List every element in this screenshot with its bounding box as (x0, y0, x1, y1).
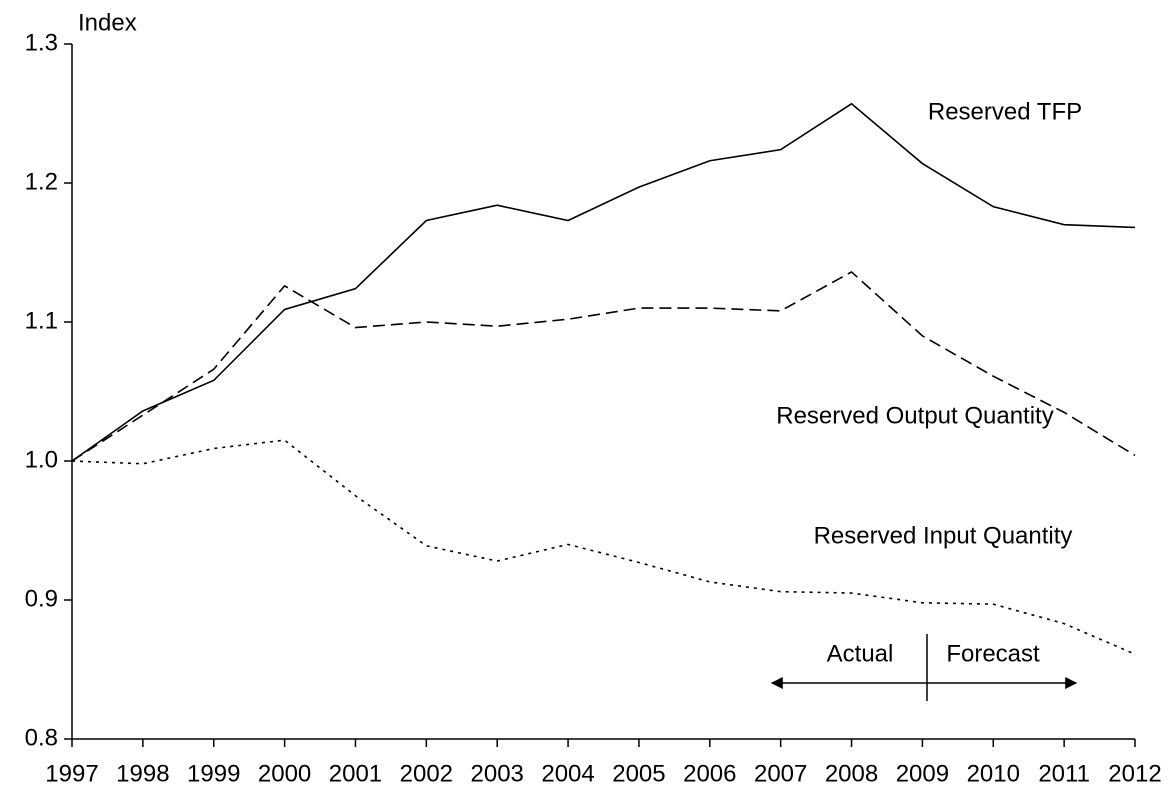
series-label: Reserved Output Quantity (776, 402, 1053, 429)
x-tick-label: 2009 (896, 760, 949, 787)
series-label: Reserved TFP (928, 98, 1082, 125)
x-tick-label: 1999 (187, 760, 240, 787)
x-tick-label: 2000 (258, 760, 311, 787)
x-tick-label: 2012 (1108, 760, 1161, 787)
annotation: Forecast (946, 640, 1040, 667)
x-tick-label: 2010 (967, 760, 1020, 787)
x-tick-label: 2008 (825, 760, 878, 787)
x-tick-label: 2006 (683, 760, 736, 787)
y-tick-label: 1.1 (25, 307, 58, 334)
y-tick-label: 1.2 (25, 168, 58, 195)
x-tick-label: 1997 (45, 760, 98, 787)
series-label: Reserved Input Quantity (814, 522, 1073, 549)
x-tick-label: 2007 (754, 760, 807, 787)
annotation: Actual (827, 640, 894, 667)
y-tick-label: 1.0 (25, 446, 58, 473)
x-tick-label: 2001 (329, 760, 382, 787)
y-tick-label: 0.8 (25, 724, 58, 751)
series-line (71, 102, 1136, 462)
x-tick-label: 2005 (612, 760, 665, 787)
x-tick-label: 2002 (400, 760, 453, 787)
x-tick-label: 2003 (471, 760, 524, 787)
x-tick-label: 2004 (541, 760, 594, 787)
x-tick-label: 1998 (116, 760, 169, 787)
x-tick-label: 2011 (1038, 760, 1090, 787)
y-axis-label: Index (78, 9, 137, 36)
series-line (71, 270, 1136, 462)
y-tick-label: 1.3 (25, 29, 58, 56)
y-tick-label: 0.9 (25, 585, 58, 612)
